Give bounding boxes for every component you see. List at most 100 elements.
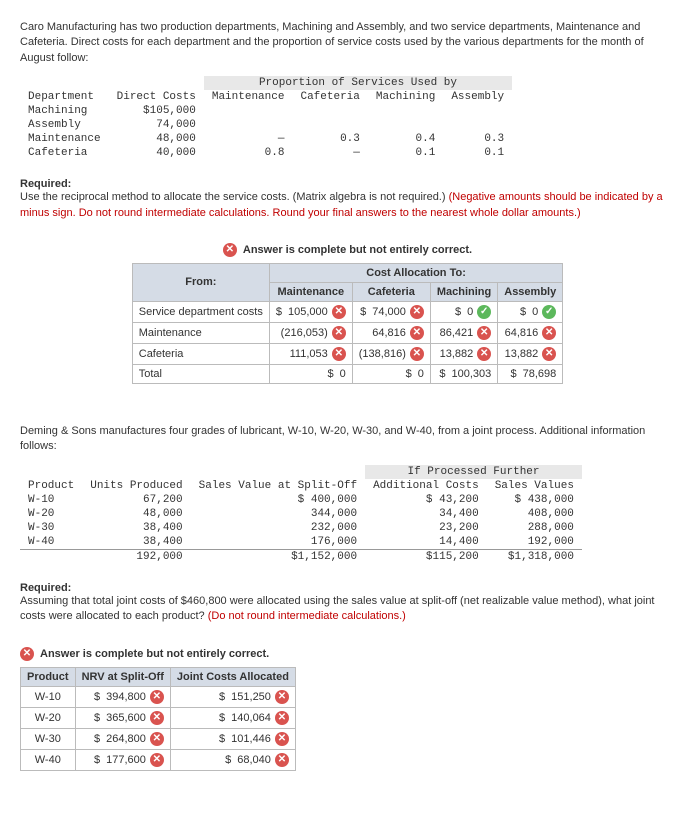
table-cell: $151,250✕ <box>170 686 295 707</box>
x-icon: ✕ <box>150 690 164 704</box>
col-maint: Maintenance <box>204 90 293 104</box>
x-icon: ✕ <box>542 347 556 361</box>
col-asm: Assembly <box>443 90 512 104</box>
col-units: Units Produced <box>82 479 190 493</box>
table-cell: $ 43,200 <box>365 493 487 507</box>
p2-answer-banner: ✕ Answer is complete but not entirely co… <box>20 647 269 661</box>
table-cell: 13,882✕ <box>498 343 563 364</box>
table-cell: 64,816✕ <box>352 322 430 343</box>
alloc-col-asm: Assembly <box>498 282 563 301</box>
col-direct: Direct Costs <box>109 90 204 104</box>
col-svv: Sales Values <box>487 479 582 493</box>
x-icon: ✕ <box>332 305 346 319</box>
table-cell: (138,816)✕ <box>352 343 430 364</box>
x-icon: ✕ <box>477 326 491 340</box>
table-cell: W-30 <box>20 521 82 535</box>
table-cell: $0 <box>269 364 352 383</box>
table-cell: 40,000 <box>109 146 204 160</box>
table-row-label: Cafeteria <box>132 343 269 364</box>
x-icon: ✕ <box>477 347 491 361</box>
table-cell: $78,698 <box>498 364 563 383</box>
table-cell <box>443 118 512 132</box>
jc-col-product: Product <box>21 667 76 686</box>
table-cell: $365,600✕ <box>75 707 170 728</box>
x-icon: ✕ <box>542 326 556 340</box>
table-cell: 176,000 <box>191 535 365 550</box>
table-cell: 111,053✕ <box>269 343 352 364</box>
table-cell: $105,000 <box>109 104 204 118</box>
col-dept: Department <box>20 90 109 104</box>
x-icon: ✕ <box>150 711 164 725</box>
table-cell: $140,064✕ <box>170 707 295 728</box>
table-cell: $115,200 <box>365 549 487 564</box>
table-cell: 48,000 <box>82 507 190 521</box>
col-mach: Machining <box>368 90 443 104</box>
table-cell: (216,053)✕ <box>269 322 352 343</box>
col-sv: Sales Value at Split-Off <box>191 479 365 493</box>
table-cell: $1,152,000 <box>191 549 365 564</box>
col-ac: Additional Costs <box>365 479 487 493</box>
check-icon: ✓ <box>477 305 491 319</box>
x-icon: ✕ <box>150 732 164 746</box>
table-row-label: W-40 <box>21 749 76 770</box>
table-cell <box>368 118 443 132</box>
from-head: From: <box>132 263 269 301</box>
x-icon: ✕ <box>223 243 237 257</box>
p1-required-text: Use the reciprocal method to allocate th… <box>20 190 675 221</box>
table-cell: W-10 <box>20 493 82 507</box>
table-cell: 34,400 <box>365 507 487 521</box>
table-cell: 0.8 <box>204 146 293 160</box>
table-cell: W-40 <box>20 535 82 550</box>
table-cell: 192,000 <box>487 535 582 550</box>
p1-data-table: Proportion of Services Used by Departmen… <box>20 76 512 160</box>
p1-required-label: Required: <box>20 178 675 190</box>
table-row-label: W-10 <box>21 686 76 707</box>
table-cell: $264,800✕ <box>75 728 170 749</box>
table-cell: 288,000 <box>487 521 582 535</box>
table-cell: W-20 <box>20 507 82 521</box>
jc-col-jc: Joint Costs Allocated <box>170 667 295 686</box>
table-cell <box>292 104 367 118</box>
table-cell: 408,000 <box>487 507 582 521</box>
table-cell: 67,200 <box>82 493 190 507</box>
table-cell: $0 <box>352 364 430 383</box>
table-cell: $100,303 <box>430 364 497 383</box>
table-cell: 38,400 <box>82 521 190 535</box>
table-cell <box>204 118 293 132</box>
x-icon: ✕ <box>332 347 346 361</box>
table-row-label: W-30 <box>21 728 76 749</box>
table-cell: Cafeteria <box>20 146 109 160</box>
table-cell: $ 400,000 <box>191 493 365 507</box>
p1-band: Proportion of Services Used by <box>204 76 512 90</box>
table-cell: $0✓ <box>430 301 497 322</box>
table-cell <box>20 549 82 564</box>
table-cell <box>443 104 512 118</box>
x-icon: ✕ <box>275 753 289 767</box>
table-cell: — <box>292 146 367 160</box>
table-cell: 0.3 <box>443 132 512 146</box>
table-cell: 38,400 <box>82 535 190 550</box>
table-cell: Machining <box>20 104 109 118</box>
table-cell: $68,040✕ <box>170 749 295 770</box>
x-icon: ✕ <box>20 647 34 661</box>
p2-data-table: If Processed Further Product Units Produ… <box>20 465 582 564</box>
table-cell: 64,816✕ <box>498 322 563 343</box>
p1-answer-banner: ✕ Answer is complete but not entirely co… <box>223 243 472 257</box>
col-caf: Cafeteria <box>292 90 367 104</box>
table-cell: 232,000 <box>191 521 365 535</box>
x-icon: ✕ <box>410 305 424 319</box>
table-cell: $105,000✕ <box>269 301 352 322</box>
table-cell <box>368 104 443 118</box>
table-cell: 0.3 <box>292 132 367 146</box>
table-cell: $0✓ <box>498 301 563 322</box>
check-icon: ✓ <box>542 305 556 319</box>
table-cell: 13,882✕ <box>430 343 497 364</box>
table-row-label: Maintenance <box>132 322 269 343</box>
table-cell: 0.1 <box>368 146 443 160</box>
table-cell: $101,446✕ <box>170 728 295 749</box>
table-cell: 0.4 <box>368 132 443 146</box>
table-cell: 14,400 <box>365 535 487 550</box>
table-cell: 23,200 <box>365 521 487 535</box>
table-cell: 86,421✕ <box>430 322 497 343</box>
alloc-head: Cost Allocation To: <box>269 263 562 282</box>
